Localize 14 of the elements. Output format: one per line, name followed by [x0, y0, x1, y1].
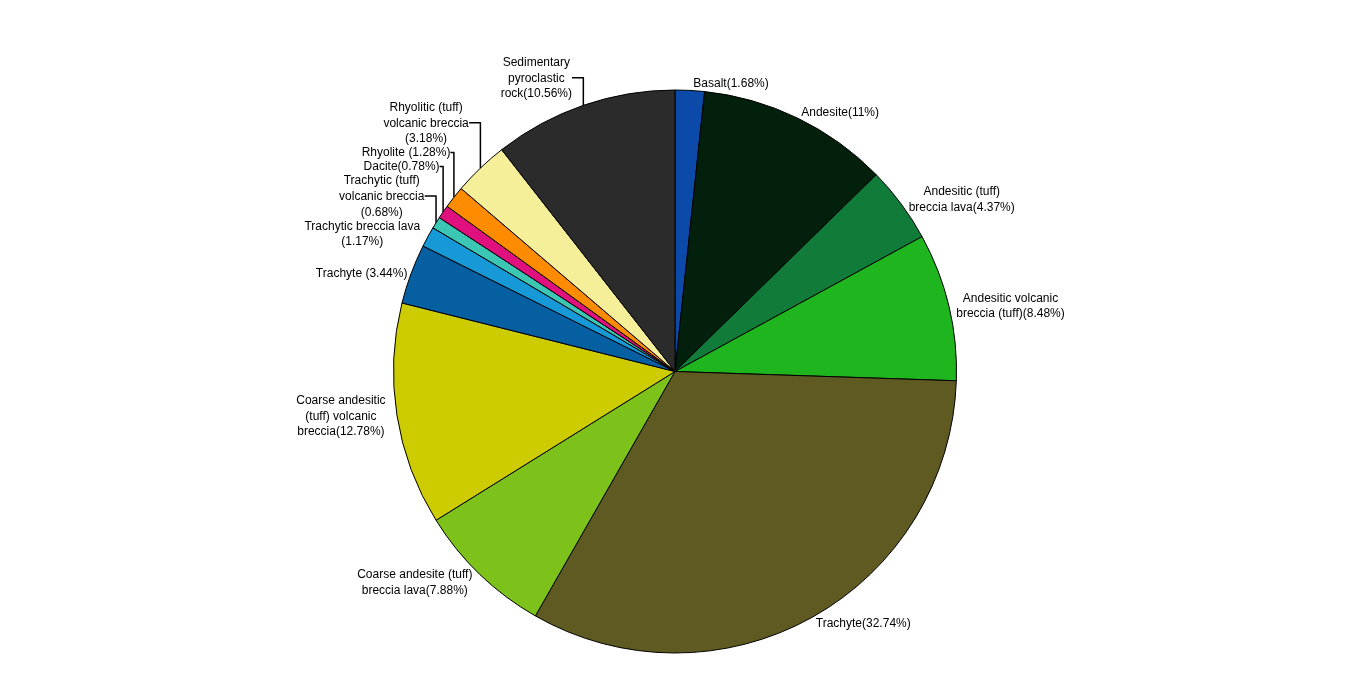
slice-label: Trachytic (tuff) volcanic breccia (0.68%) [339, 173, 425, 219]
slice-label: Andesitic (tuff) breccia lava(4.37%) [908, 184, 1015, 214]
slice-label: Trachyte(32.74%) [815, 615, 911, 630]
slice-label: Andesite(11%) [801, 105, 880, 120]
slice-label: Dacite(0.78%) [363, 159, 440, 174]
slice-label: Trachytic breccia lava (1.17%) [304, 218, 421, 249]
slice-label: Rhyolitic (tuff) volcanic breccia (3.18%) [383, 100, 470, 146]
slice-label: Sedimentary pyroclastic rock(10.56%) [500, 55, 573, 101]
slice-label: Coarse andesite (tuff) breccia lava(7.88%) [357, 567, 473, 597]
slice-label: Coarse andesitic (tuff) volcanic breccia(12.78%) [296, 393, 386, 439]
slice-label: Rhyolite (1.28%) [361, 145, 451, 160]
slice-label: Basalt(1.68%) [693, 76, 769, 91]
slice-label: Andesitic volcanic breccia (tuff)(8.48%) [956, 290, 1065, 321]
slice-label: Trachyte (3.44%) [315, 266, 408, 281]
